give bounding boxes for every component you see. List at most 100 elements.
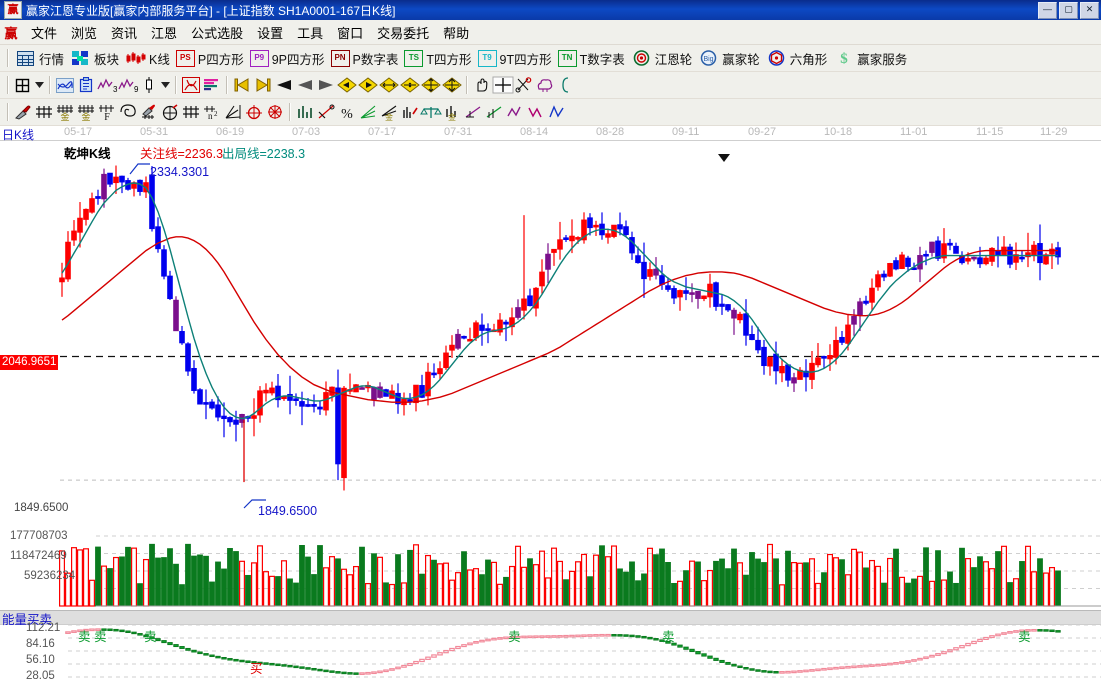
gold-grid-1-icon[interactable]: 金 <box>54 102 75 122</box>
chevron-down-icon[interactable] <box>159 75 171 95</box>
fork-lines-2-icon[interactable] <box>180 102 201 122</box>
scribble-icon[interactable] <box>54 75 75 95</box>
percent-icon[interactable]: % <box>336 102 357 122</box>
chart-area[interactable]: 日K线 05-17 05-31 06-19 07-03 07-17 07-31 … <box>0 126 1101 684</box>
zigzag-red-icon[interactable] <box>525 102 546 122</box>
close-button[interactable]: ✕ <box>1080 2 1099 19</box>
balance-icon[interactable] <box>419 102 442 122</box>
menu-item-tools[interactable]: 工具 <box>297 25 324 41</box>
compress-horizontal-icon[interactable] <box>399 75 420 95</box>
shift-left-icon[interactable] <box>336 75 357 95</box>
toolbar-label-winner-wheel: 赢家轮 <box>722 52 760 67</box>
n-squared-icon[interactable]: n 2 <box>201 102 222 122</box>
menu-item-file[interactable]: 文件 <box>31 25 58 41</box>
crosshair-icon[interactable] <box>492 75 513 95</box>
toolbar-button-hexagon[interactable]: 六角形 <box>763 46 831 70</box>
zigzag-blue-icon[interactable] <box>546 102 567 122</box>
clipboard-icon[interactable] <box>75 75 96 95</box>
svg-text:2: 2 <box>214 110 218 118</box>
cut-lines-icon[interactable] <box>315 102 336 122</box>
toolbar-button-winner-service[interactable]: $ 赢家服务 <box>830 46 910 70</box>
trend-up-1-icon[interactable] <box>462 102 483 122</box>
pn-icon: PN <box>330 49 350 67</box>
circle-pen-icon[interactable] <box>159 102 180 122</box>
page-right-icon[interactable] <box>315 75 336 95</box>
volume-pane[interactable]: 177708703 118472469 59236234 <box>0 530 1101 610</box>
menu-item-help[interactable]: 帮助 <box>443 25 470 41</box>
pen-grid-icon[interactable] <box>138 102 159 122</box>
compass-rose-icon[interactable] <box>264 102 285 122</box>
toolbar-button-p-number-table[interactable]: PN P数字表 <box>328 46 402 70</box>
target-circle-icon[interactable] <box>243 102 264 122</box>
toolbar-button-t-square[interactable]: TS T四方形 <box>401 46 474 70</box>
menu-item-formula-screen[interactable]: 公式选股 <box>191 25 244 41</box>
toolbar-button-p-square[interactable]: PS P四方形 <box>173 46 247 70</box>
expand-vertical-icon[interactable] <box>420 75 441 95</box>
fork-lines-icon[interactable] <box>33 102 54 122</box>
fit-screen-icon[interactable] <box>441 75 462 95</box>
toolbar-button-sectors[interactable]: 板块 <box>67 46 122 70</box>
bracket-icon[interactable] <box>555 75 576 95</box>
menu-item-news[interactable]: 资讯 <box>111 25 138 41</box>
volume-y-label: 118472469 <box>10 550 67 562</box>
swing-low-label: 1849.6500 <box>258 504 318 518</box>
toolbar-button-9t-square[interactable]: T9 9T四方形 <box>475 46 555 70</box>
energy-pane[interactable]: 能量买卖 112.21 84.16 56.10 28.05 卖 卖 卖 卖 卖 … <box>0 610 1101 684</box>
calendar-period-icon[interactable] <box>12 75 33 95</box>
toolbar-label-9t-square: 9T四方形 <box>499 52 552 67</box>
menu-item-browse[interactable]: 浏览 <box>71 25 98 41</box>
gold-grid-2-icon[interactable]: 金 <box>75 102 96 122</box>
p9-icon: P9 <box>249 49 269 67</box>
skip-first-icon[interactable] <box>231 75 252 95</box>
exit-line-label: 出局线=2238.3 <box>222 147 306 161</box>
fan-green-icon[interactable] <box>357 102 378 122</box>
tn-icon: TN <box>557 49 577 67</box>
expand-horizontal-icon[interactable] <box>378 75 399 95</box>
skip-last-icon[interactable] <box>252 75 273 95</box>
single-candle-icon[interactable] <box>138 75 159 95</box>
minimize-button[interactable]: — <box>1038 2 1057 19</box>
maximize-button[interactable]: ▢ <box>1059 2 1078 19</box>
menu-item-gann[interactable]: 江恩 <box>151 25 178 41</box>
shift-right-icon[interactable] <box>357 75 378 95</box>
page-left-2-icon[interactable] <box>294 75 315 95</box>
gann-box-icon[interactable] <box>180 75 201 95</box>
zigzag-purple-icon[interactable] <box>504 102 525 122</box>
gold-bar-icon[interactable]: 金 <box>441 102 462 122</box>
angle-lines-icon[interactable] <box>222 102 243 122</box>
ps-icon: PS <box>175 49 195 67</box>
menu-item-settings[interactable]: 设置 <box>257 25 284 41</box>
bar-pen-icon[interactable] <box>399 102 420 122</box>
toolbar-button-9p-square[interactable]: P9 9P四方形 <box>247 46 328 70</box>
toolbar-button-winner-wheel[interactable]: Big 赢家轮 <box>695 46 763 70</box>
energy-canvas[interactable] <box>0 623 1101 684</box>
wave-3-icon[interactable]: 3 <box>96 75 118 95</box>
title-bar: 赢 赢家江恩专业版[赢家内部服务平台] - [上证指数 SH1A0001-167… <box>0 0 1101 20</box>
spiral-icon[interactable] <box>117 102 138 122</box>
toolbar-button-t-number-table[interactable]: TN T数字表 <box>555 46 628 70</box>
trend-up-2-icon[interactable] <box>483 102 504 122</box>
chevron-down-icon[interactable] <box>33 75 45 95</box>
toolbar-button-kline[interactable]: K线 <box>122 46 173 70</box>
toolbar-button-quotes[interactable]: 行情 <box>12 46 67 70</box>
hand-icon[interactable] <box>471 75 492 95</box>
energy-y-label: 56.10 <box>26 654 55 666</box>
f-grid-icon[interactable]: F <box>96 102 117 123</box>
toolbar-button-gann-wheel[interactable]: 江恩轮 <box>628 46 696 70</box>
menu-item-trade[interactable]: 交易委托 <box>377 25 430 41</box>
volume-canvas[interactable] <box>0 530 1101 610</box>
dollar-icon: $ <box>833 48 854 68</box>
page-left-icon[interactable] <box>273 75 294 95</box>
wave-9-icon[interactable]: 9 <box>117 75 139 95</box>
gold-fan-icon[interactable]: 金 <box>378 102 399 122</box>
scissors-icon[interactable] <box>513 75 534 95</box>
menu-item-window[interactable]: 窗口 <box>337 25 364 41</box>
kline-canvas[interactable] <box>0 140 1101 530</box>
menu-logo-icon: 赢 <box>4 25 18 41</box>
pen-red-icon[interactable] <box>12 102 33 122</box>
volume-profile-icon[interactable] <box>201 75 222 95</box>
pen-cloud-icon[interactable] <box>534 75 555 95</box>
histogram-icon[interactable] <box>294 102 315 122</box>
kline-pane[interactable]: 乾坤K线 关注线=2236.3 出局线=2238.3 2334.3301 184… <box>0 140 1101 530</box>
